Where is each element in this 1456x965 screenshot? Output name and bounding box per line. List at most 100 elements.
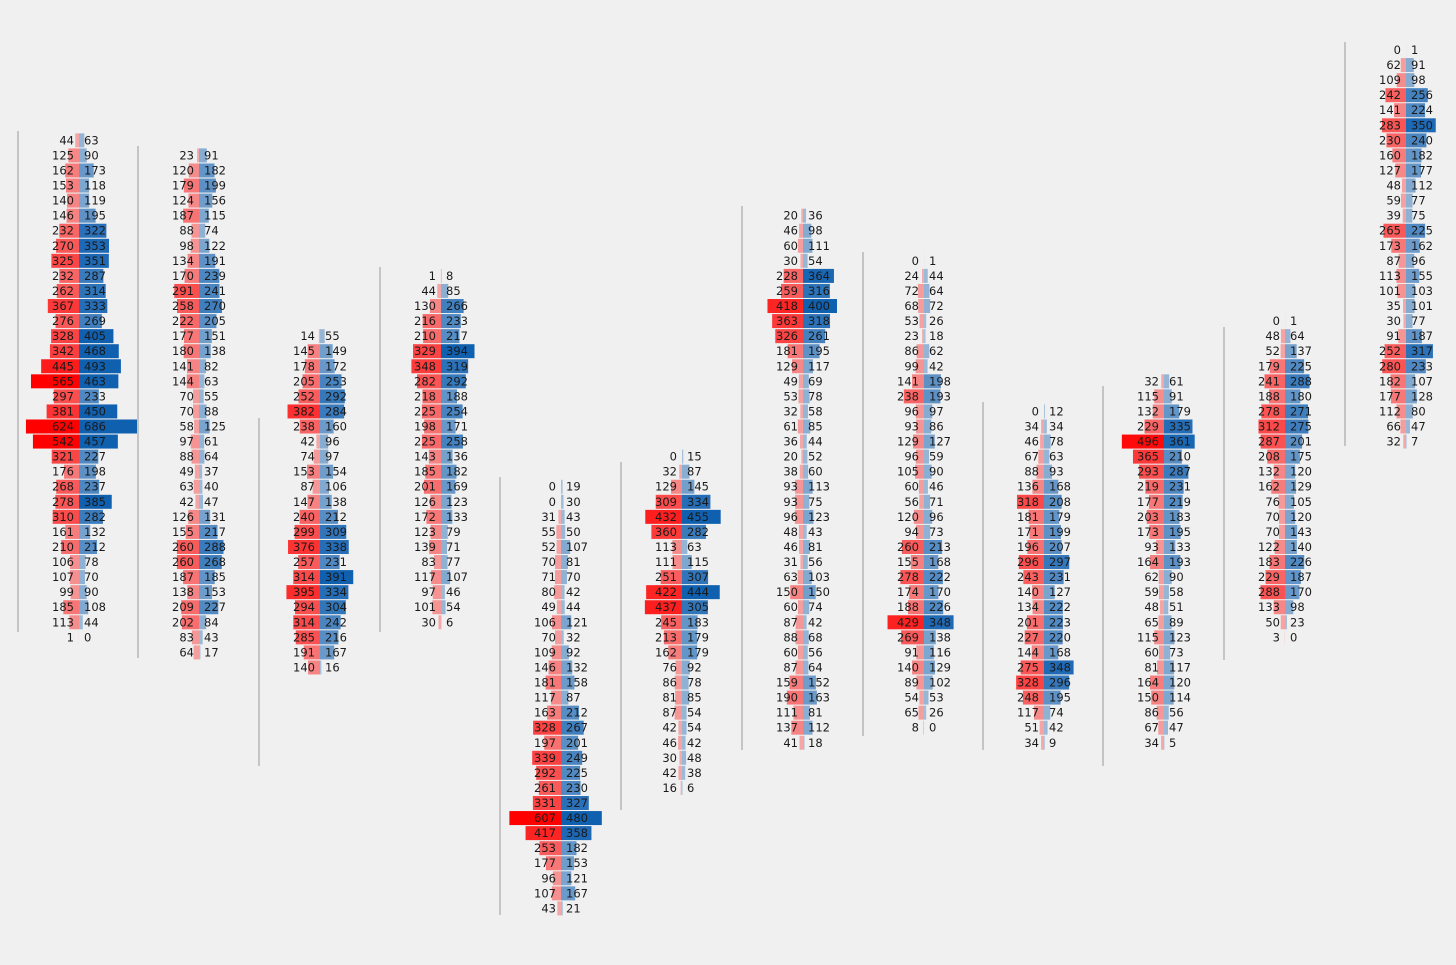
- ask-volume-bar: [1406, 88, 1428, 103]
- ask-volume-bar: [320, 389, 345, 404]
- bid-volume-label: 143: [414, 450, 436, 464]
- price-row: 129 127: [897, 434, 951, 449]
- ask-volume-label: 47: [1411, 420, 1426, 434]
- ask-volume-bar: [320, 555, 340, 570]
- ask-volume-label: 348: [1049, 660, 1071, 674]
- bid-volume-label: 124: [172, 194, 194, 208]
- bid-volume-label: 150: [776, 585, 798, 599]
- ask-volume-bar: [441, 314, 461, 329]
- bid-volume-label: 96: [541, 871, 556, 885]
- bid-volume-label: 30: [662, 751, 677, 765]
- bid-volume-label: 139: [414, 540, 436, 554]
- ask-volume-label: 98: [1290, 600, 1305, 614]
- ask-volume-label: 132: [566, 660, 588, 674]
- bid-volume-label: 59: [1144, 585, 1159, 599]
- ask-volume-bar: [561, 750, 583, 765]
- ask-volume-bar: [79, 283, 106, 298]
- ask-volume-bar: [803, 690, 817, 705]
- ask-volume-bar: [803, 299, 837, 314]
- bid-volume-label: 68: [904, 299, 919, 313]
- ask-volume-bar: [924, 660, 935, 675]
- bid-volume-label: 87: [783, 660, 798, 674]
- price-row: 71 70: [541, 570, 581, 585]
- ask-volume-bar: [199, 193, 213, 208]
- bid-volume-label: 106: [534, 615, 556, 629]
- ask-volume-label: 163: [808, 691, 830, 705]
- ask-volume-label: 42: [929, 359, 944, 373]
- ask-volume-label: 138: [929, 630, 951, 644]
- bid-volume-label: 227: [1017, 630, 1039, 644]
- ask-volume-bar: [1044, 404, 1046, 419]
- bid-volume-label: 381: [52, 404, 74, 418]
- bid-volume-label: 36: [783, 435, 798, 449]
- bid-volume-bar: [66, 208, 79, 223]
- price-row: 437 305: [644, 600, 709, 615]
- bid-volume-label: 48: [1265, 329, 1280, 343]
- bid-volume-bar: [1031, 645, 1044, 660]
- bid-volume-label: 297: [52, 389, 74, 403]
- price-row: 23 18: [904, 329, 944, 344]
- bid-volume-label: 1: [429, 269, 436, 283]
- bid-volume-label: 14: [300, 329, 315, 343]
- price-row: 229 187: [1258, 570, 1312, 585]
- price-row: 106 121: [534, 615, 588, 630]
- ask-volume-label: 468: [84, 344, 106, 358]
- bid-volume-bar: [1036, 464, 1044, 479]
- bid-volume-bar: [431, 570, 441, 585]
- bid-volume-bar: [1269, 555, 1285, 570]
- bid-volume-bar: [69, 615, 79, 630]
- ask-volume-label: 171: [446, 420, 468, 434]
- ask-volume-label: 287: [84, 269, 106, 283]
- ask-volume-label: 227: [84, 450, 106, 464]
- bid-volume-bar: [1040, 434, 1044, 449]
- price-row: 329 394: [413, 344, 475, 359]
- ask-volume-label: 87: [687, 465, 702, 479]
- ask-volume-label: 112: [1411, 179, 1433, 193]
- price-row: 278 222: [897, 570, 951, 585]
- price-row: 87 106: [300, 479, 347, 494]
- bid-volume-label: 44: [59, 133, 74, 147]
- ask-volume-bar: [803, 359, 813, 374]
- ask-volume-bar: [79, 223, 107, 238]
- price-row: 39 75: [1386, 208, 1426, 223]
- ask-volume-label: 51: [1169, 600, 1184, 614]
- bid-volume-bar: [1151, 690, 1164, 705]
- bid-volume-label: 113: [1379, 269, 1401, 283]
- bid-volume-bar: [1029, 524, 1044, 539]
- bid-volume-bar: [918, 299, 924, 314]
- ask-volume-bar: [1285, 464, 1296, 479]
- ask-volume-label: 351: [84, 254, 106, 268]
- ask-volume-bar: [1044, 690, 1061, 705]
- bid-volume-label: 205: [293, 374, 315, 388]
- bid-volume-label: 146: [534, 660, 556, 674]
- bid-volume-bar: [51, 329, 79, 344]
- bid-volume-bar: [795, 630, 803, 645]
- bid-volume-bar: [304, 359, 320, 374]
- ask-volume-label: 118: [84, 179, 106, 193]
- ask-volume-label: 187: [1290, 570, 1312, 584]
- ask-volume-bar: [1164, 705, 1169, 720]
- price-row: 232 322: [52, 223, 107, 238]
- bid-volume-bar: [901, 539, 924, 554]
- price-row: 173 195: [1137, 524, 1191, 539]
- bid-volume-label: 241: [1258, 374, 1280, 388]
- ask-volume-label: 90: [84, 148, 99, 162]
- price-row: 177 219: [1137, 494, 1191, 509]
- price-row: 46 81: [783, 539, 823, 554]
- ask-volume-bar: [199, 299, 222, 314]
- bid-volume-bar: [678, 720, 682, 735]
- bid-volume-label: 210: [414, 329, 436, 343]
- bid-volume-bar: [679, 464, 682, 479]
- bid-volume-label: 363: [776, 314, 798, 328]
- bid-volume-bar: [532, 796, 561, 810]
- ask-volume-bar: [1285, 539, 1297, 554]
- bid-volume-bar: [176, 555, 199, 570]
- bid-volume-bar: [59, 268, 79, 283]
- ask-volume-label: 127: [1049, 585, 1071, 599]
- bid-volume-label: 328: [534, 721, 556, 735]
- bid-volume-bar: [191, 223, 199, 238]
- bid-volume-bar: [555, 555, 561, 570]
- price-row: 185 182: [414, 464, 468, 479]
- bid-volume-label: 41: [783, 736, 798, 750]
